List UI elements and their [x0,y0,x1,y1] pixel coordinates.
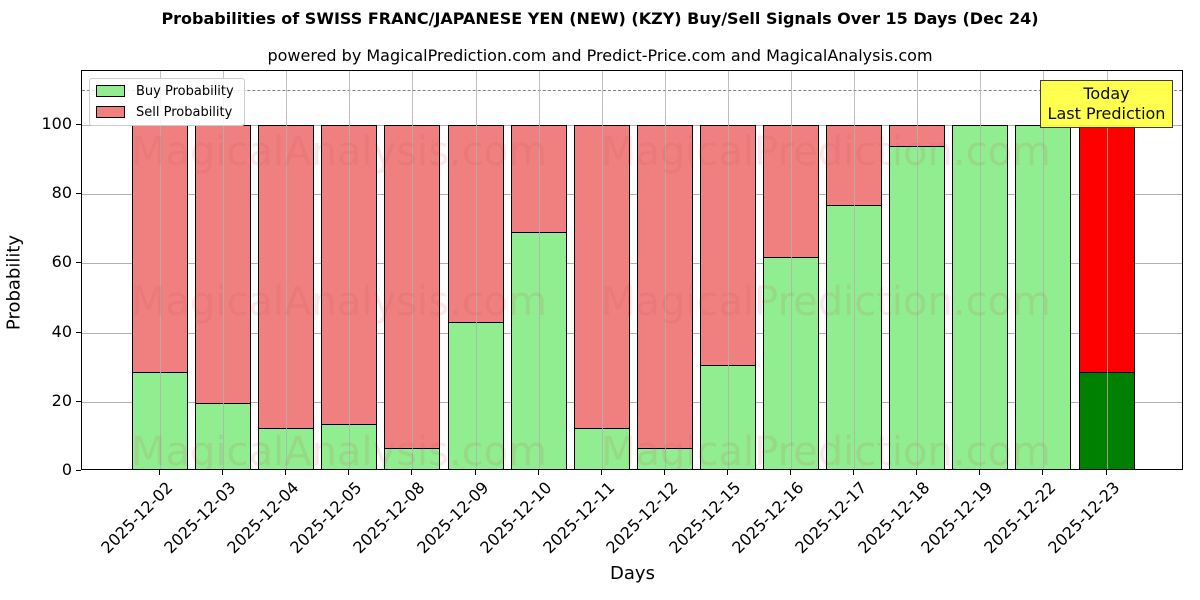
gridline-v [412,71,414,469]
y-tick-label: 80 [51,183,72,203]
sell-swatch-icon [96,106,125,118]
gridline-v [664,71,666,469]
x-tick-mark [348,470,350,475]
x-tick-mark [285,470,287,475]
x-tick-mark [1042,470,1044,475]
plot-area: MagicalAnalysis.comMagicalPrediction.com… [81,70,1183,470]
x-tick-mark [222,470,224,475]
gridline-v [223,71,225,469]
x-axis-label: Days [610,563,655,584]
legend-buy-label: Buy Probability [136,83,234,99]
gridline-h [82,263,1182,265]
x-tick-mark [1105,470,1107,475]
today-annotation: Today Last Prediction [1040,80,1173,128]
gridline-h [82,332,1182,334]
x-tick-mark [726,470,728,475]
gridline-v [349,71,351,469]
legend-item-buy: Buy Probability [96,83,234,99]
x-tick-mark [663,470,665,475]
annotation-line-1: Today [1083,84,1130,103]
x-tick-mark [474,470,476,475]
gridline-v [917,71,919,469]
gridline-v [160,71,161,469]
gridline-v [475,71,477,469]
gridline-v [286,71,288,469]
y-tick-mark [76,124,81,125]
y-tick-mark [76,262,81,264]
y-tick-mark [76,193,81,195]
gridline-v [1043,71,1045,469]
x-tick-mark [853,470,855,475]
x-tick-mark [916,470,918,475]
x-tick-mark [537,470,539,475]
x-tick-mark [159,470,160,475]
x-tick-mark [979,470,981,475]
gridline-v [727,71,729,469]
y-tick-mark [76,470,81,471]
gridline-h [82,125,1182,126]
x-tick-mark [790,470,791,475]
gridline-h [82,401,1182,403]
y-tick-label: 100 [41,114,72,133]
y-tick-label: 40 [51,321,72,341]
buy-swatch-icon [96,85,125,97]
gridline-v [538,71,540,469]
x-tick-mark [600,470,602,475]
legend: Buy Probability Sell Probability [89,78,245,126]
gridline-h [82,194,1182,196]
legend-item-sell: Sell Probability [96,104,232,120]
reference-line [82,90,1182,92]
y-tick-label: 0 [61,460,72,479]
gridline-v [980,71,982,469]
y-tick-label: 20 [51,390,72,410]
chart-subtitle: powered by MagicalPrediction.com and Pre… [267,46,933,65]
x-tick-mark [411,470,413,475]
chart-title: Probabilities of SWISS FRANC/JAPANESE YE… [161,9,1039,28]
annotation-line-2: Last Prediction [1047,104,1166,123]
gridline-v [1106,71,1108,469]
gridline-v [791,71,792,469]
legend-sell-label: Sell Probability [136,104,233,120]
y-tick-mark [76,400,81,402]
gridline-v [601,71,603,469]
y-tick-mark [76,331,81,333]
y-tick-label: 60 [51,252,72,272]
gridline-v [854,71,856,469]
